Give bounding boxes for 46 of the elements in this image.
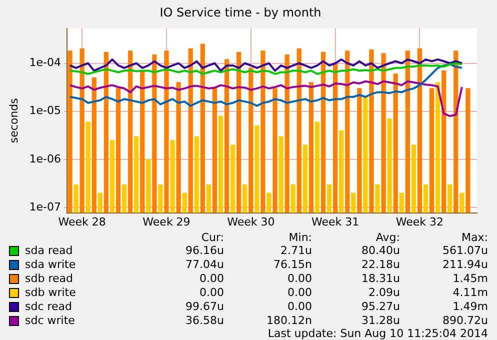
legend-label: sdc read — [25, 300, 72, 313]
text: Max: — [460, 231, 489, 244]
text: 36.58u — [184, 314, 225, 328]
y-axis-title: seconds — [7, 98, 20, 144]
text: Avg: — [374, 231, 401, 244]
text: 99.67u — [184, 300, 225, 314]
text: 561.07u — [442, 244, 489, 258]
chart-title: IO Service time - by month — [160, 5, 322, 20]
text: 4.11m — [452, 286, 489, 300]
y-tick-label: 1e-04 — [29, 56, 61, 70]
y-tick-label: 1e-06 — [29, 152, 61, 166]
text: Last update: Sun Aug 10 11:25:04 2014 — [266, 327, 489, 340]
text: 77.04u — [184, 258, 225, 272]
text: 76.15n — [272, 258, 313, 272]
text: 31.28u — [360, 314, 401, 328]
y-tick-label: 1e-05 — [29, 104, 61, 118]
text: 95.27u — [360, 300, 401, 314]
x-tick-label: Week 30 — [227, 215, 275, 228]
x-tick-label: Week 28 — [58, 215, 106, 228]
legend-label: sda write — [25, 258, 76, 271]
x-tick-label: Week 31 — [311, 215, 360, 228]
text: 0.00 — [286, 272, 313, 286]
text: Cur: — [200, 231, 225, 244]
text: 0.00 — [198, 286, 225, 300]
y-tick-label: 1e-07 — [29, 200, 61, 214]
text: 96.16u — [184, 244, 225, 258]
legend-label: sdb write — [25, 286, 76, 299]
text: 211.94u — [442, 258, 489, 272]
legend-label: sdb read — [25, 272, 73, 285]
text: 0.00 — [286, 300, 313, 314]
text: 890.72u — [442, 314, 489, 328]
text: 0.00 — [198, 272, 225, 286]
text: 1.45m — [452, 272, 489, 286]
x-tick-label: Week 29 — [142, 215, 190, 228]
x-tick-label: Week 32 — [396, 215, 444, 228]
text: 180.12n — [266, 314, 313, 328]
text: 2.09u — [368, 286, 401, 300]
text: 2.71u — [280, 244, 313, 258]
text: 18.31u — [360, 272, 401, 286]
legend-label: sda read — [25, 244, 73, 257]
text: Min: — [288, 231, 313, 244]
text: 0.00 — [286, 286, 313, 300]
text: 80.40u — [360, 244, 401, 258]
text: 1.49m — [452, 300, 489, 314]
legend-label: sdc write — [25, 314, 75, 327]
text: 22.18u — [360, 258, 401, 272]
